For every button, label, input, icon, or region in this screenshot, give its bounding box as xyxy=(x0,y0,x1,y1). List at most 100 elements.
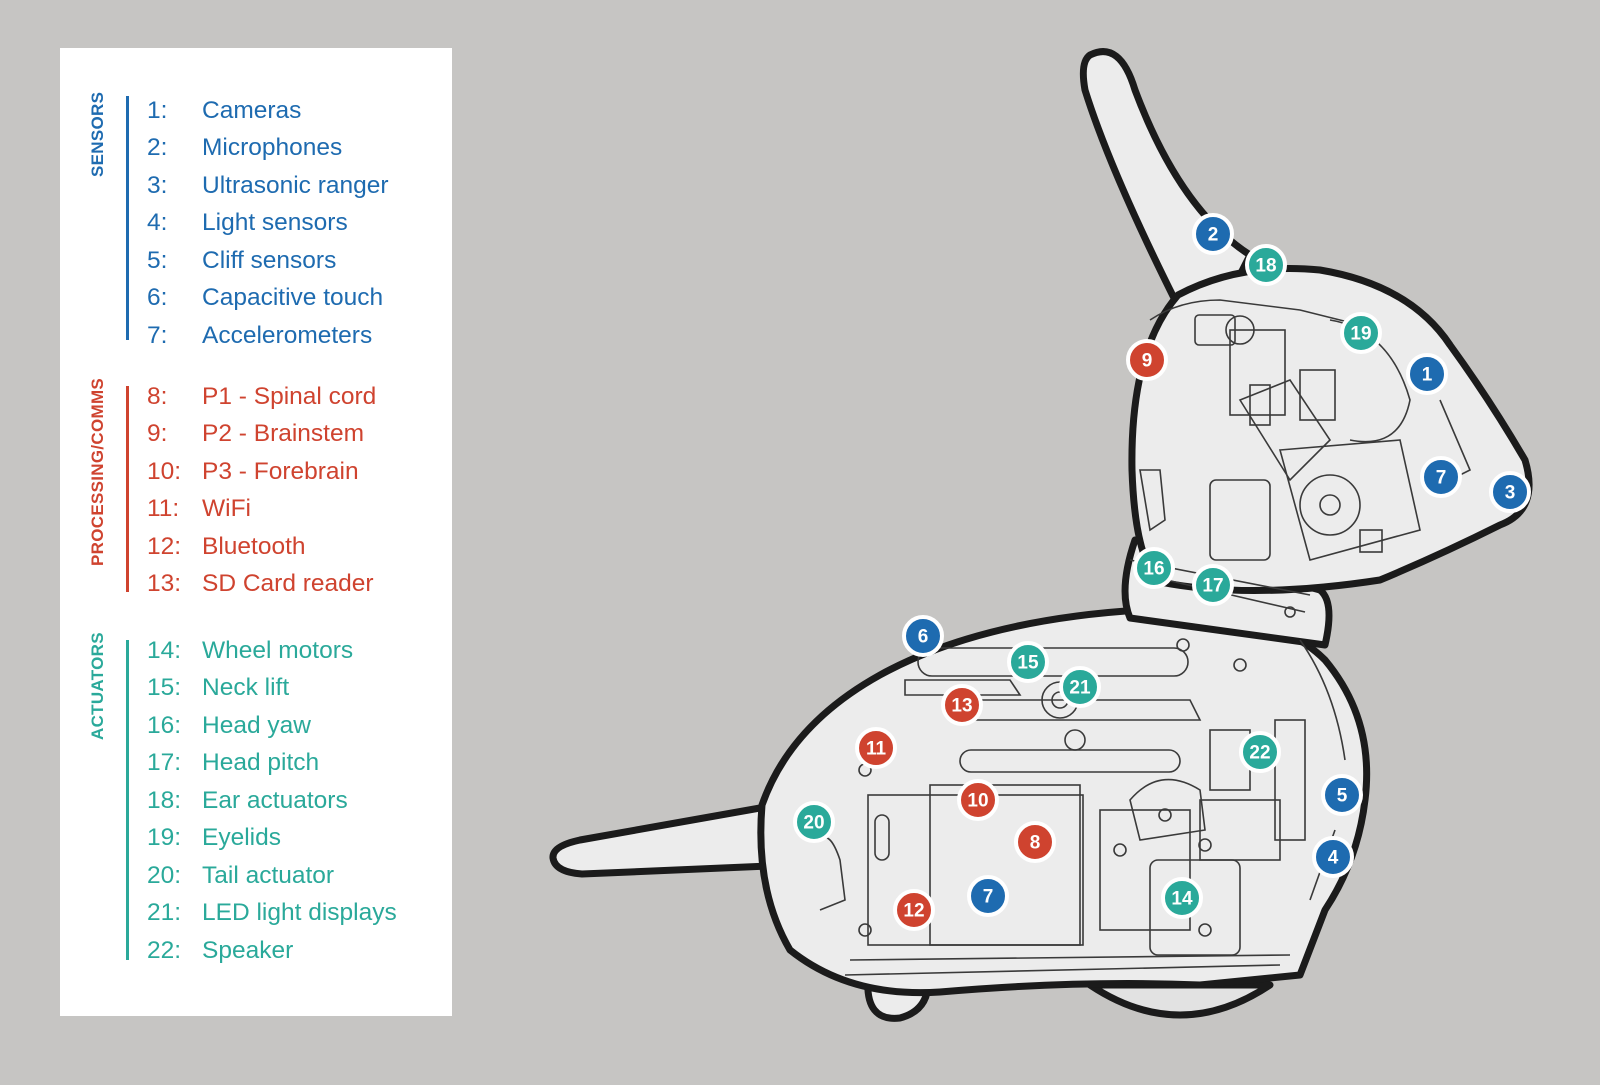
marker-circle xyxy=(1489,471,1531,513)
legend-group-bar-sensors xyxy=(126,96,129,340)
legend-item: 6: Capacitive touch xyxy=(147,284,384,311)
marker-label: 17 xyxy=(1202,576,1223,597)
marker-circle xyxy=(893,889,935,931)
marker-circle xyxy=(902,615,944,657)
marker-circle xyxy=(1192,564,1234,606)
marker-label: 1 xyxy=(1422,365,1433,386)
marker-label: 15 xyxy=(1017,653,1039,674)
marker-16: 16 xyxy=(1133,547,1175,589)
marker-circle xyxy=(1239,731,1281,773)
marker-4: 4 xyxy=(1312,836,1354,878)
marker-label: 21 xyxy=(1069,678,1091,699)
robot-internals xyxy=(819,299,1472,976)
marker-21: 21 xyxy=(1059,666,1101,708)
marker-label: 2 xyxy=(1208,225,1219,246)
legend-item: 5: Cliff sensors xyxy=(147,247,337,274)
marker-label: 7 xyxy=(983,887,994,908)
marker-circle xyxy=(855,727,897,769)
legend-item: 17: Head pitch xyxy=(147,749,320,776)
marker-circle xyxy=(967,875,1009,917)
legend-item: 10: P3 - Forebrain xyxy=(147,458,359,485)
legend-item: 4: Light sensors xyxy=(147,209,348,236)
tail xyxy=(549,796,789,878)
marker-label: 8 xyxy=(1030,833,1041,854)
marker-2: 2 xyxy=(1192,213,1234,255)
marker-label: 19 xyxy=(1350,324,1371,345)
legend-item: 22: Speaker xyxy=(147,937,294,964)
marker-circle xyxy=(1161,877,1203,919)
marker-17: 17 xyxy=(1192,564,1234,606)
marker-8: 8 xyxy=(1014,821,1056,863)
ear xyxy=(1079,48,1254,304)
head-shell xyxy=(1128,264,1533,595)
marker-label: 7 xyxy=(1436,468,1447,489)
marker-circle xyxy=(1312,836,1354,878)
marker-label: 4 xyxy=(1328,848,1339,869)
legend-item: 14: Wheel motors xyxy=(147,637,354,664)
marker-circle xyxy=(1420,456,1462,498)
legend-item: 21: LED light displays xyxy=(147,899,397,926)
marker-label: 5 xyxy=(1337,786,1348,807)
marker-9: 9 xyxy=(1126,339,1168,381)
legend-item: 15: Neck lift xyxy=(147,674,290,701)
marker-3: 3 xyxy=(1489,471,1531,513)
marker-label: 3 xyxy=(1505,483,1516,504)
legend-group-actuators: ACTUATORS 14: Wheel motors 15: Neck lift 1… xyxy=(60,632,452,964)
marker-circle xyxy=(1340,312,1382,354)
legend-item: 12: Bluetooth xyxy=(147,533,306,560)
legend-item: 1: Cameras xyxy=(147,97,302,124)
legend-item: 11: WiFi xyxy=(147,495,251,522)
legend-item: 7: Accelerometers xyxy=(147,322,373,349)
marker-label: 12 xyxy=(903,901,924,922)
marker-14: 14 xyxy=(1161,877,1203,919)
marker-10: 10 xyxy=(957,779,999,821)
legend-item: 20: Tail actuator xyxy=(147,862,335,889)
legend-item: 19: Eyelids xyxy=(147,824,281,851)
legend-group-processing: PROCESSING/COMMS 8: P1 - Spinal cord 9: P2… xyxy=(60,378,452,608)
legend-item: 8: P1 - Spinal cord xyxy=(147,383,377,410)
marker-circle xyxy=(1321,774,1363,816)
marker-circle xyxy=(793,801,835,843)
legend-item: 3: Ultrasonic ranger xyxy=(147,172,389,199)
marker-11: 11 xyxy=(855,727,897,769)
marker-label: 16 xyxy=(1143,559,1164,580)
marker-1: 1 xyxy=(1406,353,1448,395)
marker-circle xyxy=(1059,666,1101,708)
marker-circle xyxy=(1126,339,1168,381)
marker-circle xyxy=(1406,353,1448,395)
marker-label: 20 xyxy=(803,813,824,834)
marker-22: 22 xyxy=(1239,731,1281,773)
legend-item: 18: Ear actuators xyxy=(147,787,348,814)
marker-15: 15 xyxy=(1007,641,1049,683)
marker-20: 20 xyxy=(793,801,835,843)
legend-item: 2: Microphones xyxy=(147,134,343,161)
marker-18: 18 xyxy=(1245,244,1287,286)
marker-circle xyxy=(1133,547,1175,589)
marker-label: 13 xyxy=(951,696,972,717)
legend-item: 16: Head yaw xyxy=(147,712,311,739)
marker-circle xyxy=(1192,213,1234,255)
marker-13: 13 xyxy=(941,684,983,726)
marker-label: 22 xyxy=(1249,743,1270,764)
legend-group-sensors: SENSORS 1: Cameras 2: Microphones 3: Ultras… xyxy=(60,92,452,352)
marker-label: 11 xyxy=(866,739,887,760)
marker-circle xyxy=(1014,821,1056,863)
marker-circle xyxy=(1245,244,1287,286)
legend-group-bar-actuators xyxy=(126,640,129,960)
marker-label: 6 xyxy=(918,627,929,648)
legend-group-bar-processing xyxy=(126,386,129,592)
legend-panel: SENSORS 1: Cameras 2: Microphones 3: Ultras… xyxy=(60,48,452,1016)
marker-label: 14 xyxy=(1171,889,1193,910)
marker-label: 10 xyxy=(967,791,988,812)
marker-label: 9 xyxy=(1142,351,1153,372)
wheel xyxy=(1086,981,1274,1019)
marker-12: 12 xyxy=(893,889,935,931)
marker-6: 6 xyxy=(902,615,944,657)
marker-7: 7 xyxy=(1420,456,1462,498)
legend-item: 9: P2 - Brainstem xyxy=(147,420,365,447)
marker-7: 7 xyxy=(967,875,1009,917)
marker-circle xyxy=(1007,641,1049,683)
marker-19: 19 xyxy=(1340,312,1382,354)
marker-circle xyxy=(957,779,999,821)
